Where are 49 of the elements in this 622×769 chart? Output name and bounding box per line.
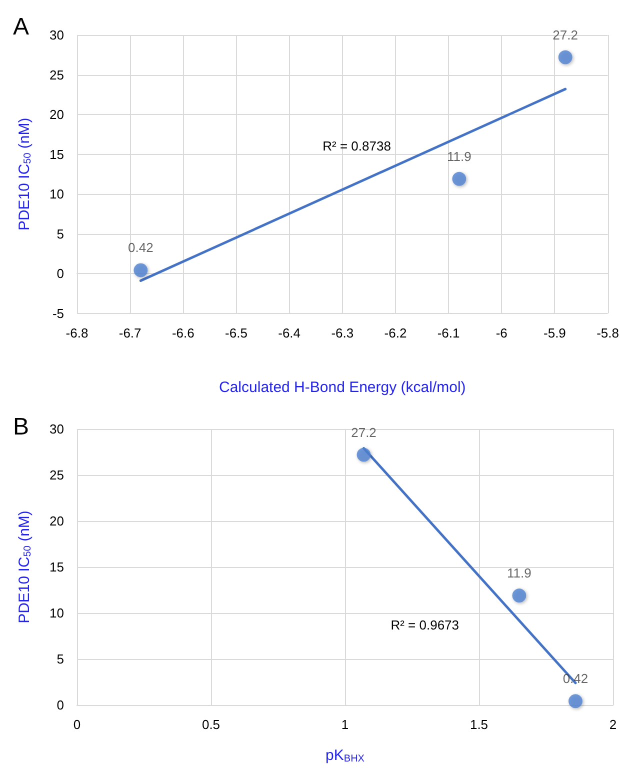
x-tick-label: 1 (341, 717, 349, 732)
data-label: 27.2 (552, 27, 578, 42)
x-tick-label: 1.5 (470, 717, 488, 732)
x-tick-label: -6.2 (384, 325, 407, 340)
chart-title: B (13, 414, 30, 440)
x-tick-label: -6.5 (225, 325, 248, 340)
y-tick-label: 20 (50, 514, 64, 528)
chart-title: A (13, 14, 30, 40)
y-axis-title: PDE10 IC50 (nM) (16, 510, 34, 624)
x-tick-label: 0 (73, 717, 81, 732)
data-label: 0.42 (128, 240, 154, 256)
x-tick-label: -6.8 (66, 325, 88, 340)
y-tick-label: 15 (50, 560, 64, 574)
y-tick-label: 15 (50, 146, 64, 162)
point (452, 172, 466, 186)
data-label: 27.2 (351, 424, 376, 440)
x-tick-label: 0.5 (202, 717, 220, 732)
y-tick-label: 10 (50, 606, 64, 620)
y-tick-label: -5 (52, 306, 64, 321)
y-tick-label: 20 (50, 107, 64, 122)
x-axis-title: Calculated H-Bond Energy (kcal/mol) (219, 379, 466, 396)
point (568, 694, 582, 708)
data-label: 11.9 (507, 566, 532, 581)
x-tick-label: -5.9 (544, 325, 566, 340)
data-label: 11.9 (447, 148, 472, 164)
point (134, 263, 148, 278)
x-tick-label: -6 (496, 325, 508, 340)
y-tick-label: 5 (56, 226, 64, 242)
x-tick-label: -6.4 (278, 325, 301, 340)
x-tick-label: -6.3 (331, 325, 354, 340)
x-tick-label: -6.1 (437, 325, 460, 340)
annotation: R² = 0.9673 (390, 617, 460, 632)
point (558, 50, 572, 64)
y-tick-label: 5 (56, 652, 64, 666)
point (356, 448, 371, 462)
y-tick-label: 30 (50, 422, 64, 436)
x-tick-label: -5.8 (596, 325, 620, 340)
point (512, 588, 526, 603)
x-tick-label: -6.7 (118, 325, 142, 340)
y-tick-label: 10 (50, 186, 64, 202)
annotation: R² = 0.8738 (322, 138, 391, 154)
y-tick-label: 25 (50, 468, 64, 482)
y-tick-label: 25 (50, 67, 64, 82)
x-tick-label: -6.6 (172, 325, 194, 340)
y-axis-title: PDE10 IC50 (nM) (16, 118, 34, 231)
y-tick-label: 0 (56, 266, 64, 282)
x-tick-label: 2 (609, 717, 617, 732)
y-tick-label: 30 (50, 28, 64, 42)
y-tick-label: 0 (56, 698, 64, 712)
